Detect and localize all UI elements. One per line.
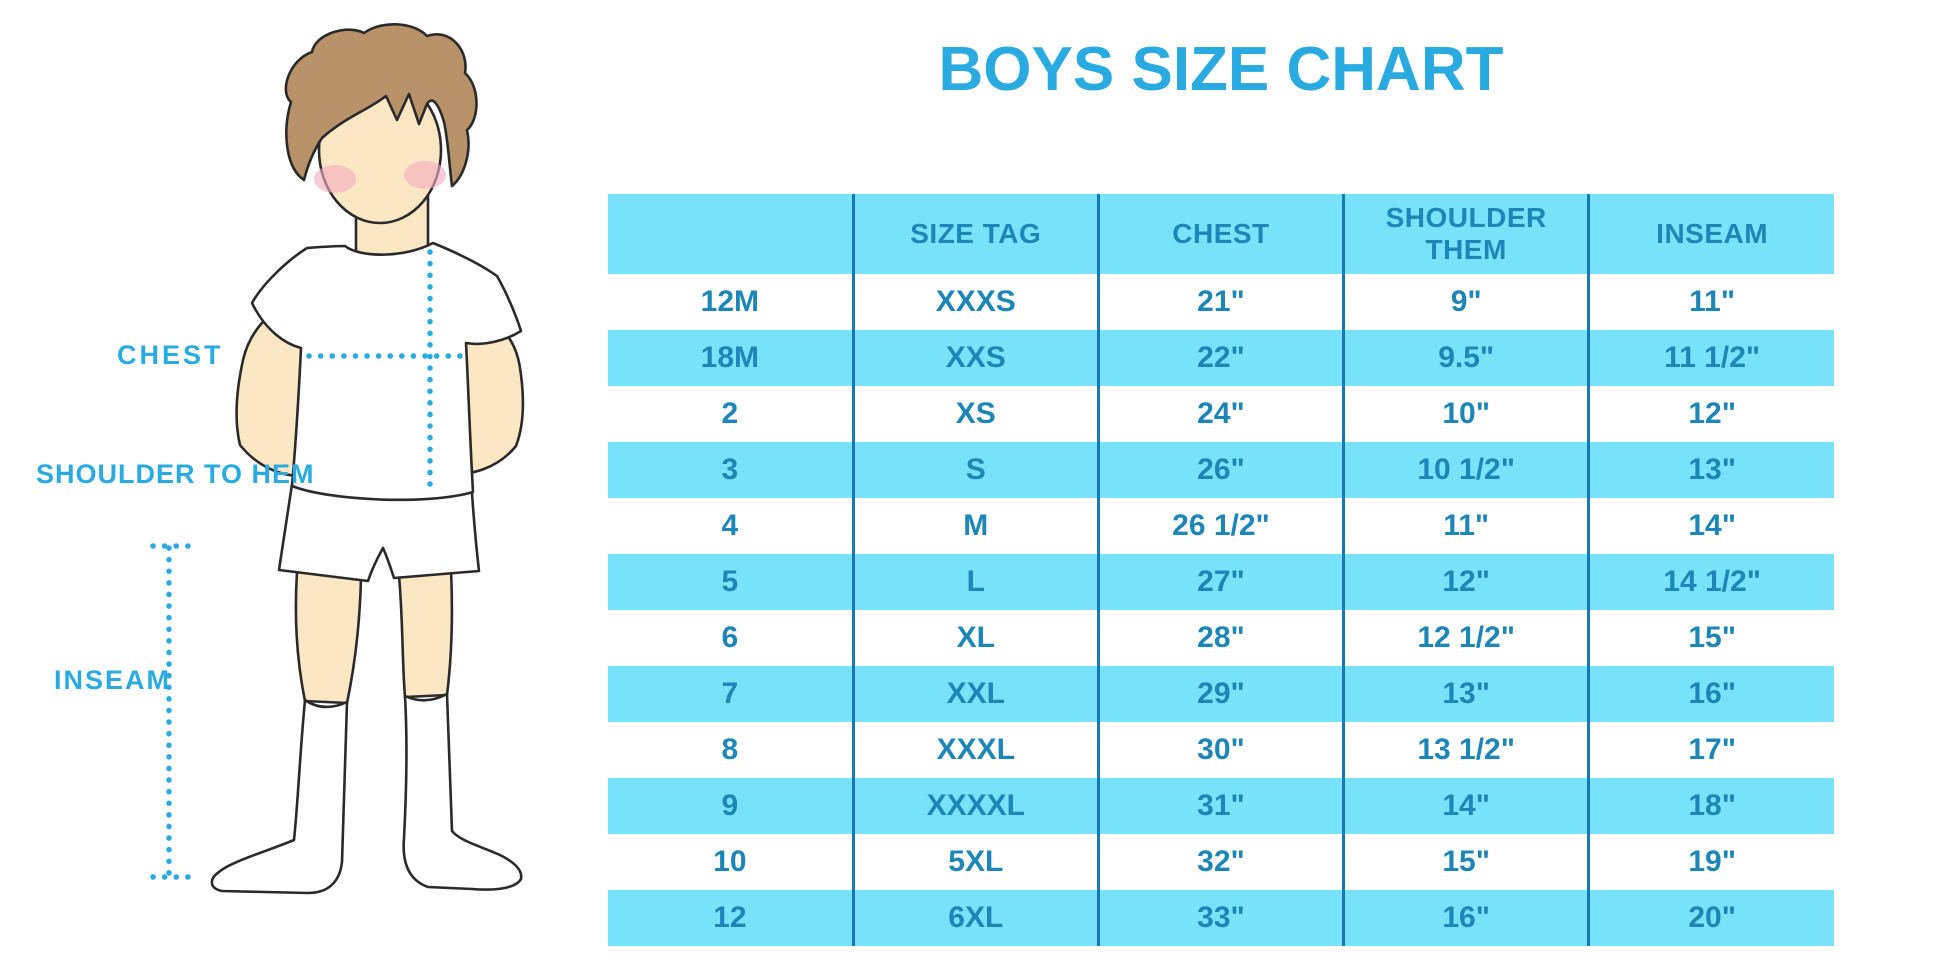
table-cell: 32" — [1096, 834, 1344, 890]
table-cell: 27" — [1096, 554, 1344, 610]
table-cell: S — [851, 442, 1099, 498]
table-cell: 13" — [1342, 666, 1589, 722]
table-row: 18M XXS 22" 9.5" 11 1/2" — [608, 330, 1834, 386]
table-cell: XS — [851, 386, 1099, 442]
boy-figure-svg — [150, 22, 525, 895]
table-cell: 12 1/2" — [1342, 610, 1589, 666]
table-cell: 7 — [608, 666, 854, 722]
table-row: 8 XXXL 30" 13 1/2" 17" — [608, 722, 1834, 778]
table-cell: L — [851, 554, 1099, 610]
table-cell: 10 — [608, 834, 854, 890]
table-cell: 11 1/2" — [1587, 330, 1834, 386]
table-cell: 6 — [608, 610, 854, 666]
table-cell: XXS — [851, 330, 1099, 386]
table-cell: 12M — [608, 274, 854, 330]
table-cell: 15" — [1342, 834, 1589, 890]
table-cell: 2 — [608, 386, 854, 442]
table-cell: 3 — [608, 442, 854, 498]
size-table-body: 12M XXXS 21" 9" 11" 18M XXS 22" 9.5" 11 1/2" 2 XS 24… — [608, 274, 1834, 946]
table-cell: 15" — [1587, 610, 1834, 666]
table-cell: 9.5" — [1342, 330, 1589, 386]
table-cell: 20" — [1587, 890, 1834, 946]
table-cell: 14 1/2" — [1587, 554, 1834, 610]
table-row: 9 XXXXL 31" 14" 18" — [608, 778, 1834, 834]
boy-measurement-illustration: CHEST SHOULDER TO HEM INSEAM — [0, 0, 580, 973]
table-row: 12 6XL 33" 16" 20" — [608, 890, 1834, 946]
column-header-inseam: INSEAM — [1587, 194, 1834, 274]
table-cell: 12 — [608, 890, 854, 946]
label-chest: CHEST — [117, 340, 224, 370]
table-cell: 17" — [1587, 722, 1834, 778]
size-table-head: SIZE TAG CHEST SHOULDER THEM INSEAM — [608, 194, 1834, 274]
table-cell: 11" — [1587, 274, 1834, 330]
table-cell: 13" — [1587, 442, 1834, 498]
blush-right — [404, 161, 446, 189]
page-title: BOYS SIZE CHART — [938, 35, 1504, 104]
table-row: 2 XS 24" 10" 12" — [608, 386, 1834, 442]
label-inseam: INSEAM — [54, 665, 172, 695]
table-cell: 18" — [1587, 778, 1834, 834]
table-row: 4 M 26 1/2" 11" 14" — [608, 498, 1834, 554]
table-cell: 14" — [1342, 778, 1589, 834]
table-row: 5 L 27" 12" 14 1/2" — [608, 554, 1834, 610]
table-cell: 16" — [1587, 666, 1834, 722]
table-cell: 12" — [1342, 554, 1589, 610]
blush-left — [314, 165, 356, 193]
table-cell: 33" — [1096, 890, 1344, 946]
table-cell: 26 1/2" — [1096, 498, 1344, 554]
table-cell: 30" — [1096, 722, 1344, 778]
table-cell: 19" — [1587, 834, 1834, 890]
table-cell: 9 — [608, 778, 854, 834]
table-row: 12M XXXS 21" 9" 11" — [608, 274, 1834, 330]
table-cell: M — [851, 498, 1099, 554]
table-cell: 10 1/2" — [1342, 442, 1589, 498]
table-cell: 28" — [1096, 610, 1344, 666]
table-cell: 14" — [1587, 498, 1834, 554]
table-cell: 9" — [1342, 274, 1589, 330]
table-cell: 10" — [1342, 386, 1589, 442]
table-cell: 18M — [608, 330, 854, 386]
boy-shorts — [277, 476, 481, 583]
table-cell: 13 1/2" — [1342, 722, 1589, 778]
boy-tshirt — [250, 241, 523, 502]
table-cell: 16" — [1342, 890, 1589, 946]
table-cell: 11" — [1342, 498, 1589, 554]
header-row: SIZE TAG CHEST SHOULDER THEM INSEAM — [608, 194, 1834, 274]
table-cell: 6XL — [851, 890, 1099, 946]
column-header-size-tag: SIZE TAG — [851, 194, 1099, 274]
table-cell: XXL — [851, 666, 1099, 722]
table-cell: XXXXL — [851, 778, 1099, 834]
boy-hair — [284, 22, 478, 188]
table-cell: 24" — [1096, 386, 1344, 442]
table-cell: XXXL — [851, 722, 1099, 778]
table-cell: 29" — [1096, 666, 1344, 722]
table-cell: 4 — [608, 498, 854, 554]
label-shoulder-to-hem: SHOULDER TO HEM — [36, 459, 315, 489]
boy-left-sock — [210, 698, 349, 895]
size-table: SIZE TAG CHEST SHOULDER THEM INSEAM 12M X… — [608, 194, 1834, 946]
table-row: 7 XXL 29" 13" 16" — [608, 666, 1834, 722]
table-cell: XXXS — [851, 274, 1099, 330]
table-cell: 22" — [1096, 330, 1344, 386]
table-cell: 21" — [1096, 274, 1344, 330]
table-cell: 8 — [608, 722, 854, 778]
column-header-blank — [608, 194, 854, 274]
table-cell: 26" — [1096, 442, 1344, 498]
table-cell: 5 — [608, 554, 854, 610]
table-row: 6 XL 28" 12 1/2" 15" — [608, 610, 1834, 666]
column-header-shoulder-them: SHOULDER THEM — [1342, 194, 1589, 274]
table-cell: 31" — [1096, 778, 1344, 834]
table-cell: 5XL — [851, 834, 1099, 890]
boy-right-leg — [397, 568, 454, 699]
boy-right-sock — [402, 692, 523, 891]
table-cell: XL — [851, 610, 1099, 666]
table-row: 10 5XL 32" 15" 19" — [608, 834, 1834, 890]
table-cell: 12" — [1587, 386, 1834, 442]
boy-left-leg — [294, 570, 363, 705]
table-row: 3 S 26" 10 1/2" 13" — [608, 442, 1834, 498]
column-header-chest: CHEST — [1096, 194, 1344, 274]
